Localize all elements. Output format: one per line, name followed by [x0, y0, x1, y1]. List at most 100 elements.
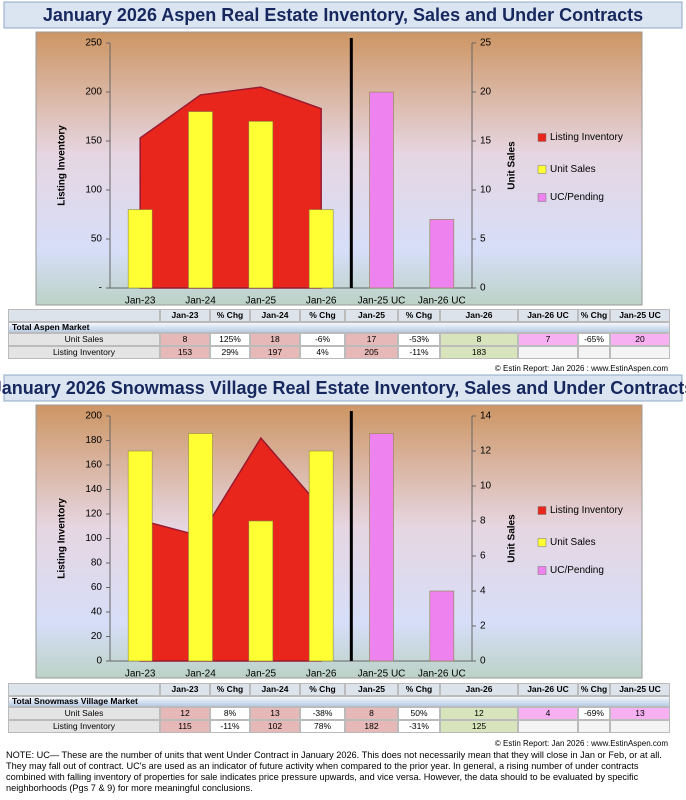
- table-row: Listing Inventory 115 -11% 102 78% 182 -31% 125: [8, 720, 670, 733]
- chart-title: January 2026 Aspen Real Estate Inventory…: [43, 5, 643, 25]
- table-cell: 20: [610, 333, 670, 346]
- x-tick-label: Jan-23: [125, 669, 156, 680]
- header-cell: % Chg: [300, 309, 345, 322]
- table-cell: [578, 720, 610, 733]
- table-cell: [578, 346, 610, 359]
- header-cell: % Chg: [578, 683, 610, 696]
- y-tick-label: 250: [85, 38, 102, 49]
- y-tick-label: 100: [85, 185, 102, 196]
- y2-tick-label: 5: [480, 234, 486, 245]
- y-tick-label: 180: [85, 435, 102, 446]
- table-cell: -65%: [578, 333, 610, 346]
- y2-tick-label: 0: [480, 656, 486, 667]
- table-cell: -11%: [398, 346, 440, 359]
- x-tick-label: Jan-24: [185, 669, 216, 680]
- table-cell: 12: [440, 707, 518, 720]
- table-cell: 4%: [300, 346, 345, 359]
- table-cell: 115: [160, 720, 210, 733]
- legend-label: Listing Inventory: [550, 505, 623, 516]
- header-cell: Jan-26: [440, 309, 518, 322]
- legend-swatch: [537, 566, 547, 575]
- bar: [127, 450, 153, 662]
- table-cell: 12: [160, 707, 210, 720]
- y-tick-label: 100: [85, 533, 102, 544]
- bar: [248, 520, 274, 662]
- x-tick-label: Jan-25 UC: [358, 669, 406, 680]
- x-tick-label: Jan-26 UC: [418, 296, 466, 307]
- table-cell: 205: [345, 346, 398, 359]
- table-cell: 13: [610, 707, 670, 720]
- header-cell: Jan-25 UC: [610, 309, 670, 322]
- y2-tick-label: 8: [480, 516, 486, 527]
- table-cell: 18: [250, 333, 300, 346]
- table-cell: 4: [518, 707, 578, 720]
- legend-swatch: [537, 506, 547, 515]
- title-bar: [3, 1, 683, 29]
- table-row: Total Aspen Market: [8, 322, 670, 333]
- y2-tick-label: 20: [480, 87, 492, 98]
- y-tick-label: 0: [96, 656, 102, 667]
- chart: January 2026 Aspen Real Estate Inventory…: [3, 1, 683, 307]
- y2-axis-label: Unit Sales: [507, 141, 518, 190]
- y-tick-label: 80: [91, 558, 103, 569]
- table-cell: [518, 346, 578, 359]
- table-cell: -6%: [300, 333, 345, 346]
- table: Jan-23% Chg Jan-24% Chg Jan-25% Chg Jan-26 J…: [8, 309, 670, 359]
- credit: © Estin Report: Jan 2026 : www.EstinAspe…: [494, 739, 668, 748]
- table-row: Total Snowmass Village Market: [8, 696, 670, 707]
- header-cell: Jan-25: [345, 683, 398, 696]
- y-tick-label: 200: [85, 411, 102, 422]
- credit: © Estin Report: Jan 2026 : www.EstinAspe…: [494, 364, 668, 373]
- table-row: Jan-23% Chg Jan-24% Chg Jan-25% Chg Jan-26 J…: [8, 683, 670, 696]
- legend-swatch: [537, 165, 547, 174]
- table-cell: -31%: [398, 720, 440, 733]
- row-label: Unit Sales: [8, 707, 160, 720]
- x-tick-label: Jan-23: [125, 296, 156, 307]
- y2-tick-label: 15: [480, 136, 492, 147]
- header-cell: Jan-23: [160, 683, 210, 696]
- table-cell: 197: [250, 346, 300, 359]
- y-tick-label: 160: [85, 460, 102, 471]
- header-cell: Jan-23: [160, 309, 210, 322]
- y-tick-label: 150: [85, 136, 102, 147]
- table-cell: [610, 346, 670, 359]
- header-cell: Jan-26 UC: [518, 309, 578, 322]
- table-cell: [610, 720, 670, 733]
- chart: January 2026 Snowmass Village Real Estat…: [0, 374, 686, 680]
- bar: [369, 91, 394, 289]
- header-cell: % Chg: [398, 309, 440, 322]
- table-cell: 8: [345, 707, 398, 720]
- header-cell: % Chg: [210, 309, 250, 322]
- bar: [127, 209, 153, 289]
- x-tick-label: Jan-25 UC: [358, 296, 406, 307]
- table-row: Unit Sales 12 8% 13 -38% 8 50% 12 4 -69% 13: [8, 707, 670, 720]
- bar: [429, 590, 455, 662]
- x-tick-label: Jan-26 UC: [418, 669, 466, 680]
- y2-tick-label: 0: [480, 283, 486, 294]
- title-bar: [3, 374, 683, 402]
- legend-swatch: [537, 133, 547, 142]
- row-label: Listing Inventory: [8, 346, 160, 359]
- section-label: Total Aspen Market: [8, 322, 670, 333]
- bar: [429, 219, 455, 289]
- bar: [248, 121, 274, 289]
- legend-label: Listing Inventory: [550, 132, 623, 143]
- table-cell: 102: [250, 720, 300, 733]
- x-tick-label: Jan-26: [306, 669, 337, 680]
- y2-tick-label: 10: [480, 185, 492, 196]
- note: NOTE: UC— These are the number of units …: [6, 750, 662, 793]
- y2-tick-label: 2: [480, 621, 486, 632]
- bar: [369, 433, 394, 662]
- y2-axis-label: Unit Sales: [507, 514, 518, 563]
- legend-label: UC/Pending: [550, 565, 604, 576]
- header-cell: Jan-26 UC: [518, 683, 578, 696]
- y2-tick-label: 14: [480, 411, 492, 422]
- table-cell: 50%: [398, 707, 440, 720]
- y-axis-label: Listing Inventory: [57, 498, 68, 579]
- table-cell: 13: [250, 707, 300, 720]
- table-cell: 78%: [300, 720, 345, 733]
- table-cell: 8%: [210, 707, 250, 720]
- table-cell: 153: [160, 346, 210, 359]
- y-tick-label: 50: [91, 234, 103, 245]
